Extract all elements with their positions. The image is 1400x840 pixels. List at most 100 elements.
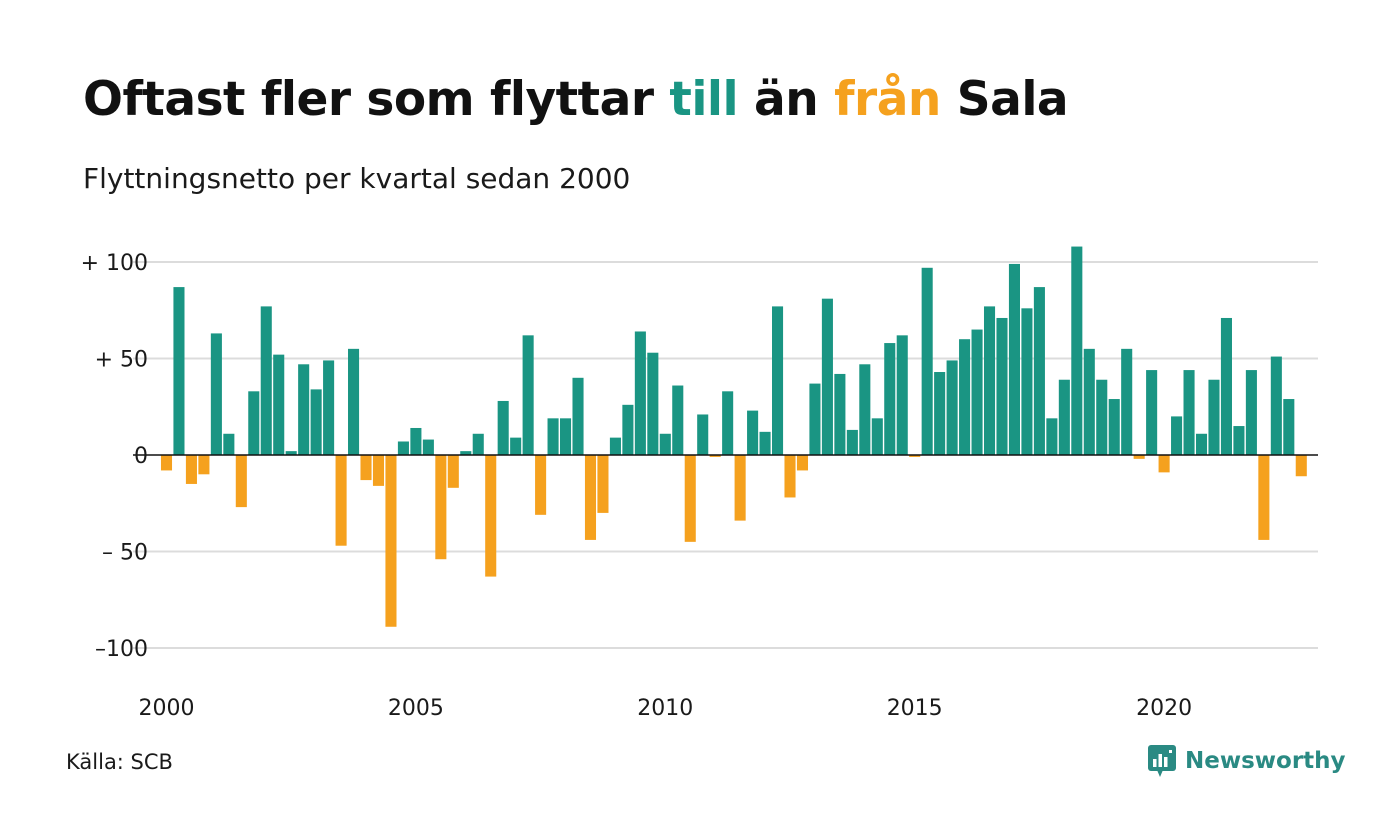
bar [1146, 370, 1158, 455]
bar [1083, 348, 1095, 455]
bar [410, 427, 422, 455]
bar [647, 352, 659, 455]
bars [160, 246, 1307, 627]
bar [747, 410, 759, 455]
x-tick-label: 2000 [139, 696, 195, 721]
bar [1058, 379, 1070, 455]
bar [971, 329, 983, 455]
bar [1071, 246, 1083, 455]
bar [634, 331, 646, 455]
bar [672, 385, 684, 455]
bar [372, 455, 385, 486]
bar [684, 455, 696, 542]
bar [834, 373, 846, 455]
bar [335, 455, 347, 546]
title-part-1: Oftast fler som flyttar [83, 72, 670, 127]
y-tick-label: –100 [95, 637, 148, 662]
title-part-3: än [738, 72, 835, 127]
bar [210, 333, 222, 455]
bar [1270, 356, 1282, 455]
bar [759, 431, 771, 455]
bar [784, 455, 796, 498]
bar [959, 339, 971, 455]
bar [597, 455, 609, 513]
bar [310, 389, 322, 455]
bar [510, 437, 522, 455]
bar [846, 429, 858, 455]
bar [1245, 370, 1257, 455]
bar [896, 335, 908, 455]
title-part-5: Sala [940, 72, 1069, 127]
title-till: till [669, 72, 739, 127]
bar-chart: + 100 + 50 0 – 50 –100 2000 2005 2010 2015 2020 [81, 246, 1318, 721]
bar [173, 287, 185, 455]
bar [996, 317, 1008, 455]
y-tick-label: + 100 [81, 251, 148, 276]
bar [622, 404, 634, 455]
bar [447, 455, 459, 488]
bar [1021, 308, 1033, 455]
bar [160, 455, 173, 471]
y-tick-label: – 50 [102, 541, 148, 566]
bar [360, 455, 372, 481]
bar [871, 418, 883, 455]
bar [298, 364, 310, 455]
bar [1108, 399, 1120, 455]
bar [909, 455, 921, 457]
y-tick-label: + 50 [95, 348, 148, 373]
bar [397, 441, 409, 455]
bar [535, 455, 547, 515]
bar [1046, 418, 1058, 455]
bar [560, 418, 572, 455]
bar [460, 451, 472, 455]
bar [1220, 317, 1232, 455]
bar [422, 439, 434, 455]
bar [772, 306, 784, 455]
y-tick-label: 0 [134, 444, 148, 469]
title-fran: från [834, 72, 941, 127]
bar [273, 354, 285, 455]
bar [235, 455, 247, 508]
bar [921, 267, 933, 455]
bar [497, 400, 509, 455]
bar [1096, 379, 1108, 455]
bar [1295, 455, 1307, 477]
bar [821, 298, 833, 455]
newsworthy-logo: Newsworthy [1147, 744, 1346, 778]
bar [722, 391, 734, 455]
chart-subtitle: Flyttningsnetto per kvartal sedan 2000 [83, 162, 631, 195]
bar [934, 372, 946, 455]
bar [859, 364, 871, 455]
bar [1258, 455, 1270, 540]
bar [472, 433, 484, 455]
bar [734, 455, 746, 521]
bar [1171, 416, 1183, 455]
x-tick-label: 2015 [887, 696, 943, 721]
bar [1158, 455, 1170, 473]
bar [1008, 263, 1020, 455]
bar [1283, 399, 1295, 455]
bar [697, 414, 709, 455]
bar [522, 335, 534, 455]
bar [198, 455, 210, 475]
bar [1183, 370, 1195, 455]
bar [248, 391, 260, 455]
bar [609, 437, 621, 455]
bar [983, 306, 996, 455]
bar [1033, 287, 1045, 455]
bar [1121, 348, 1133, 455]
gridlines [133, 261, 1318, 649]
bar [1195, 433, 1208, 455]
newsworthy-logo-icon [1148, 745, 1176, 777]
x-tick-label: 2010 [637, 696, 693, 721]
bar [884, 343, 896, 455]
x-axis-labels: 2000 2005 2010 2015 2020 [139, 696, 1193, 721]
bar [809, 383, 821, 455]
bar [572, 377, 584, 455]
bar [659, 433, 671, 455]
bar [223, 433, 235, 455]
bar [435, 455, 447, 560]
y-axis-labels: + 100 + 50 0 – 50 –100 [81, 251, 148, 662]
bar [1208, 379, 1220, 455]
bar [323, 360, 335, 455]
